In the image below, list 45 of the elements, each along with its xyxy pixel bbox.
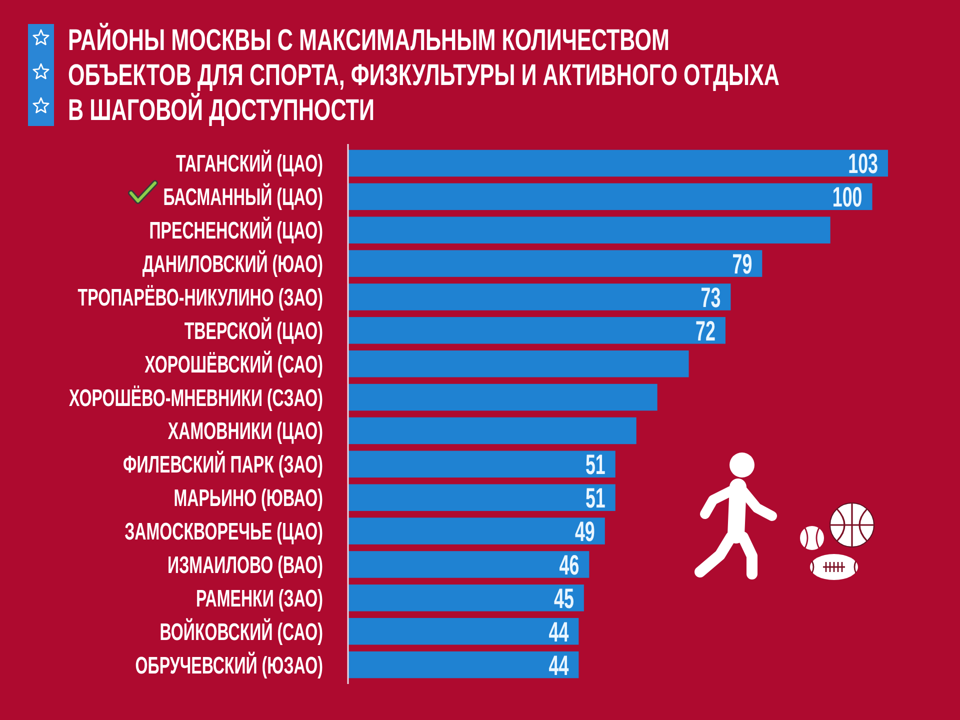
bar	[348, 284, 731, 310]
y-tick-label: ХОРОШЁВСКИЙ (САО)	[144, 350, 323, 378]
y-tick-label: ОБРУЧЕВСКИЙ (ЮЗАО)	[135, 650, 323, 680]
bar	[348, 618, 579, 645]
chart-title: РАЙОНЫ МОСКВЫ С МАКСИМАЛЬНЫМ КОЛИЧЕСТВОМ ОБЪЕКТОВ ДЛЯ СПОРТА, ФИЗКУЛЬТУРЫ И АКТИВНОГО ОТДЫХА В ШАГОВОЙ ДОСТУПНОСТИ	[68, 22, 780, 127]
bar	[348, 450, 616, 478]
data-label: 100	[832, 182, 862, 213]
y-tick-label: ПРЕСНЕНСКИЙ (ЦАО)	[149, 216, 323, 244]
data-label: 103	[848, 148, 878, 180]
bar	[348, 183, 872, 210]
y-tick-label: ТАГАНСКИЙ (ЦАО)	[176, 149, 323, 178]
y-tick-label: БАСМАННЫЙ (ЦАО)	[163, 182, 323, 212]
bar	[348, 584, 584, 612]
y-tick-label: РАМЕНКИ (ЗАО)	[196, 586, 323, 612]
bar	[348, 384, 658, 411]
y-tick-label: ИЗМАИЛОВО (ВАО)	[168, 552, 323, 579]
bar	[348, 651, 579, 678]
y-tick-label: ЗАМОСКВОРЕЧЬЕ (ЦАО)	[124, 520, 323, 546]
bar	[348, 317, 726, 344]
y-tick-label: ХОРОШЁВО-МНЕВНИКИ (СЗАО)	[68, 384, 323, 412]
y-tick-label: ТВЕРСКОЙ (ЦАО)	[184, 316, 323, 345]
y-tick-label: ТРОПАРЁВО-НИКУЛИНО (ЗАО)	[78, 284, 323, 312]
bar	[348, 216, 830, 244]
y-tick-label: ФИЛЕВСКИЙ ПАРК (ЗАО)	[123, 450, 323, 479]
bar	[348, 417, 636, 444]
data-label: 49	[574, 516, 595, 547]
data-label: 46	[559, 549, 580, 580]
data-label: 44	[548, 650, 569, 681]
bar	[348, 484, 616, 511]
data-label: 45	[554, 582, 574, 614]
data-label: 51	[585, 449, 606, 480]
data-label: 44	[548, 616, 569, 648]
bar	[348, 150, 888, 177]
data-label: 72	[696, 315, 716, 346]
y-tick-label: МАРЬИНО (ЮВАО)	[174, 486, 323, 512]
data-label: 51	[585, 482, 606, 514]
bar	[348, 350, 689, 378]
bar	[348, 551, 590, 578]
bar	[348, 250, 762, 277]
y-tick-label: ВОЙКОВСКИЙ (САО)	[160, 618, 323, 646]
bar	[348, 518, 605, 544]
data-label: 79	[732, 248, 752, 280]
y-tick-label: ХАМОВНИКИ (ЦАО)	[168, 419, 323, 446]
y-tick-label: ДАНИЛОВСКИЙ (ЮАО)	[142, 250, 323, 278]
data-label: 73	[700, 282, 721, 313]
